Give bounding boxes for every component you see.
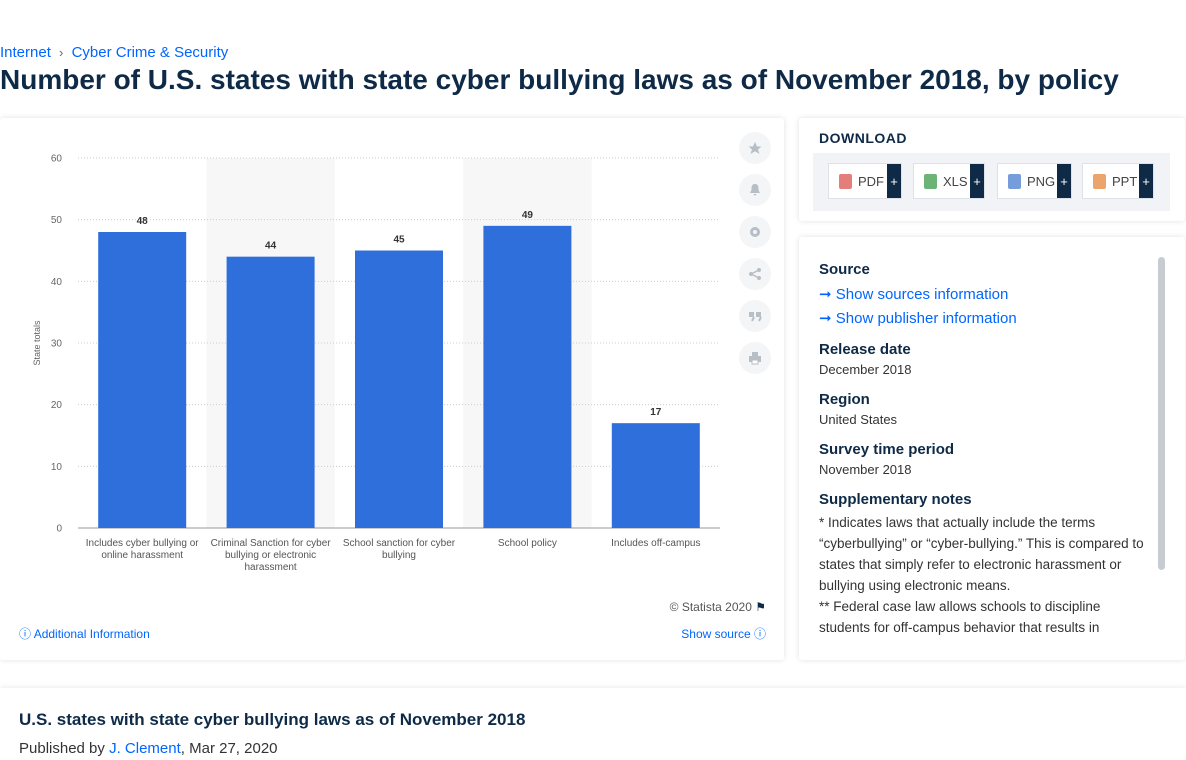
data-label: 48 — [137, 216, 149, 227]
data-label: 45 — [393, 235, 405, 246]
download-label: PDF — [858, 173, 884, 189]
field-value: December 2018 — [819, 362, 912, 377]
additional-info-text: Additional Information — [33, 627, 150, 641]
breadcrumb-link[interactable]: Internet — [0, 44, 51, 61]
breadcrumb: Internet › Cyber Crime & Security — [0, 44, 228, 61]
download-button[interactable]: PDF + — [828, 163, 902, 199]
download-label: PPT — [1112, 173, 1138, 189]
additional-info[interactable]: ⓘ Additional Information — [19, 627, 150, 641]
y-tick-label: 10 — [51, 462, 63, 473]
download-panel: DOWNLOAD PDF + XLS + PNG + PPT + — [799, 118, 1185, 221]
source-title: Source — [819, 261, 870, 278]
download-button[interactable]: PNG + — [997, 163, 1072, 199]
note: ** Federal case law allows schools to di… — [819, 599, 1101, 635]
bar — [98, 232, 187, 528]
download-label: XLS — [943, 173, 968, 189]
field-value: November 2018 — [819, 462, 912, 477]
share-button[interactable] — [739, 258, 771, 290]
file-icon — [1093, 173, 1106, 189]
favorite-button[interactable] — [739, 132, 771, 164]
scrollbar[interactable] — [1158, 257, 1165, 570]
print-button[interactable] — [739, 342, 771, 374]
y-tick-label: 40 — [51, 277, 63, 288]
bar — [483, 225, 572, 528]
note: * Indicates laws that actually include t… — [819, 515, 1144, 593]
y-tick-label: 0 — [56, 524, 62, 535]
data-label: 49 — [522, 210, 534, 221]
alert-button[interactable] — [739, 174, 771, 206]
download-plus: + — [887, 164, 901, 198]
source-link[interactable]: ➞ Show publisher information — [819, 310, 1017, 327]
download-plus: + — [1139, 164, 1153, 198]
x-tick-label: Criminal Sanction for cyber bullying or … — [210, 538, 331, 573]
field-title: Region — [819, 391, 870, 408]
page-title: Number of U.S. states with state cyber b… — [0, 64, 1119, 95]
source-link-text: Show publisher information — [835, 310, 1017, 327]
field-title: Survey time period — [819, 441, 955, 458]
y-axis-label: State totals — [32, 320, 42, 366]
source-links: ➞ Show sources information ➞ Show publis… — [819, 283, 1149, 331]
download-plus: + — [970, 164, 984, 198]
info-panel: Source ➞ Show sources information ➞ Show… — [799, 237, 1185, 660]
published: Published by J. Clement, Mar 27, 2020 — [19, 740, 278, 757]
field-title: Release date — [819, 341, 911, 358]
download-title: DOWNLOAD — [819, 130, 907, 146]
author-link[interactable]: J. Clement — [109, 740, 181, 757]
source-link[interactable]: ➞ Show sources information — [819, 286, 1009, 303]
file-icon — [1008, 173, 1021, 189]
breadcrumb-separator: › — [59, 45, 64, 60]
source-link-text: Show sources information — [835, 286, 1009, 303]
bar — [611, 423, 700, 528]
show-source-text: Show source — [681, 627, 751, 641]
info-content: Source ➞ Show sources information ➞ Show… — [819, 261, 1149, 646]
y-tick-label: 20 — [51, 400, 63, 411]
notes-title: Supplementary notes — [819, 491, 972, 508]
y-tick-label: 50 — [51, 215, 63, 226]
file-icon — [839, 173, 852, 189]
data-label: 44 — [265, 241, 277, 252]
footer-title: U.S. states with state cyber bullying la… — [19, 710, 526, 729]
cite-button[interactable] — [739, 300, 771, 332]
copyright-text: © Statista 2020 — [669, 600, 752, 614]
x-tick-label: School policy — [497, 538, 557, 549]
download-button[interactable]: PPT + — [1082, 163, 1154, 199]
breadcrumb-link[interactable]: Cyber Crime & Security — [71, 44, 229, 61]
download-plus: + — [1057, 164, 1071, 198]
data-label: 17 — [650, 407, 662, 418]
copyright: © Statista 2020 ⚑ — [669, 600, 766, 614]
settings-button[interactable] — [739, 216, 771, 248]
x-tick-label: Includes off-campus — [611, 538, 701, 549]
chart-panel: 0 10 20 30 40 50 60 State totals 48 44 45 49 17 © St… — [0, 118, 784, 660]
published-prefix: Published by — [19, 740, 105, 757]
info-fields: Release date December 2018 Region United St… — [819, 341, 1149, 477]
x-tick-label: School sanction for cyber bullying — [342, 538, 456, 561]
download-button[interactable]: XLS + — [913, 163, 985, 199]
bar — [226, 256, 315, 528]
footer: U.S. states with state cyber bullying la… — [0, 688, 1186, 760]
download-label: PNG — [1027, 173, 1056, 189]
bar — [355, 250, 443, 528]
show-source[interactable]: Show source ⓘ — [681, 627, 766, 641]
published-date: , Mar 27, 2020 — [180, 740, 278, 757]
file-icon — [924, 173, 937, 189]
x-tick-label: Includes cyber bullying or online harass… — [85, 538, 199, 561]
y-tick-label: 30 — [51, 339, 63, 350]
y-tick-label: 60 — [51, 154, 63, 165]
field-value: United States — [819, 412, 898, 427]
chart: 0 10 20 30 40 50 60 State totals 48 44 45 49 17 — [32, 154, 720, 535]
